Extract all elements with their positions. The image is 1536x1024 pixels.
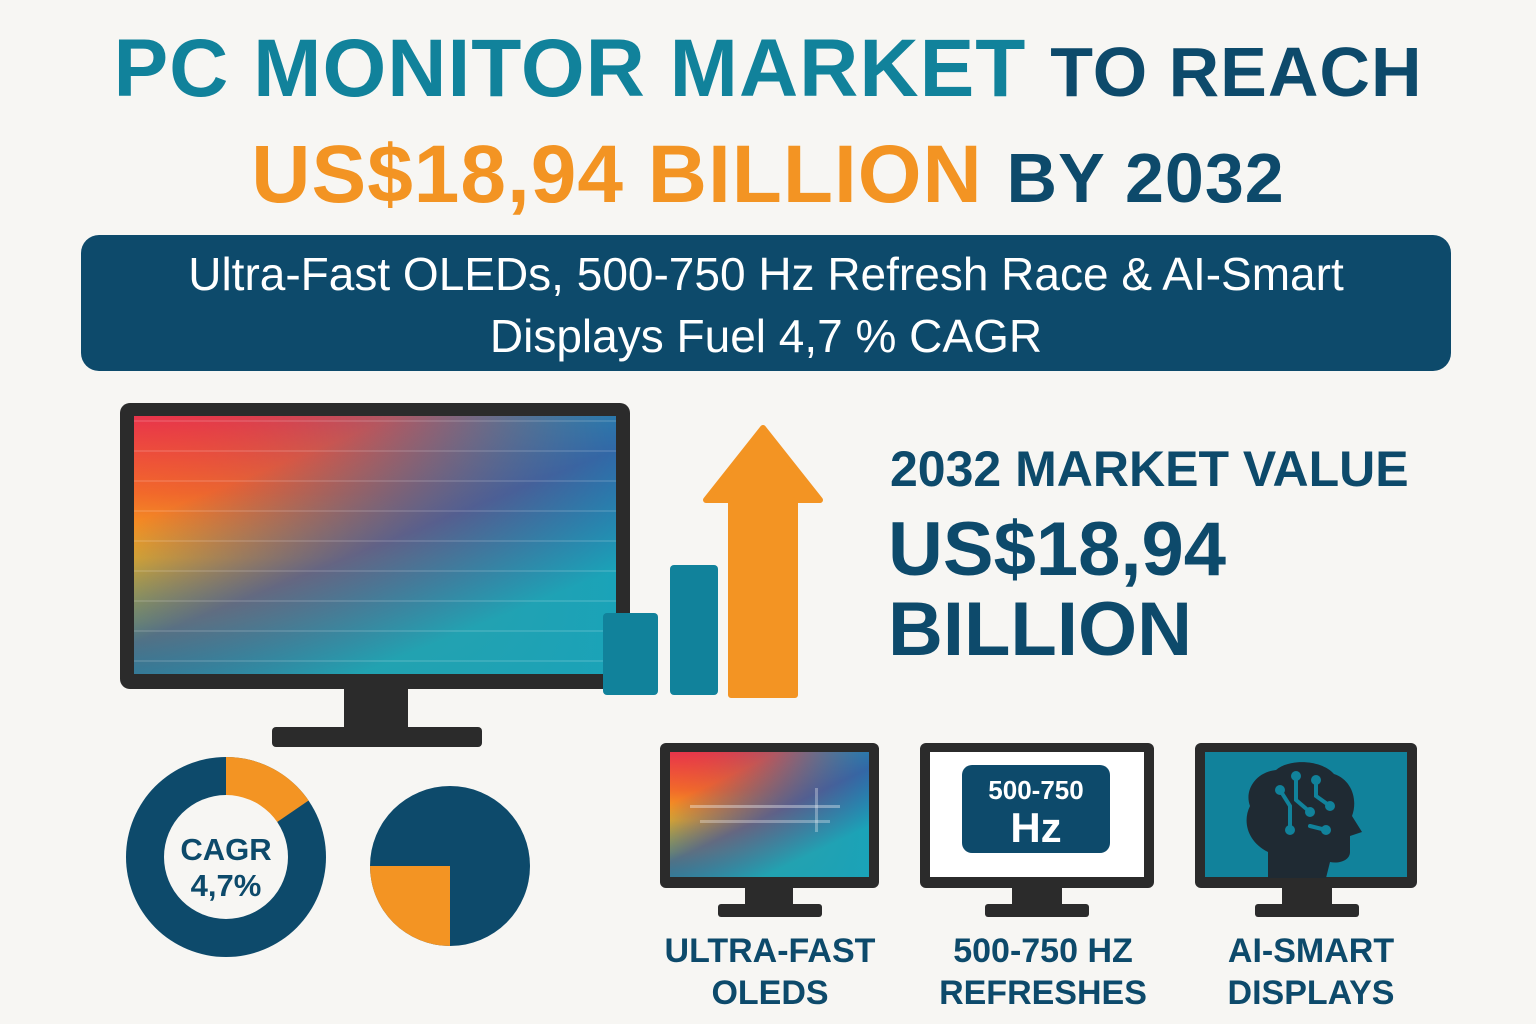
ai-head-monitor-icon (1195, 743, 1417, 917)
refresh-rate-range: 500-750 (988, 775, 1084, 805)
feature-caption-line-2: OLEDS (711, 974, 829, 1012)
headline-market-text: PC MONITOR MARKET (113, 23, 1027, 114)
market-value-line-1: US$18,94 (888, 507, 1227, 592)
refresh-rate-badge: 500-750 Hz (962, 765, 1110, 853)
feature-caption-ai: AI-SMART DISPLAYS (1200, 930, 1422, 1014)
banner-line-2: Displays Fuel 4,7 % CAGR (489, 310, 1043, 362)
headline-value-text: US$18,94 BILLION (251, 129, 983, 220)
headline-line-2: US$18,94 BILLION BY 2032 (0, 128, 1536, 222)
cagr-label: CAGR (180, 832, 272, 867)
feature-caption-refresh: 500-750 HZ REFRESHES (930, 930, 1156, 1014)
market-value-amount: US$18,94 BILLION (888, 510, 1348, 670)
large-monitor-icon (120, 403, 630, 747)
refresh-rate-unit: Hz (1010, 804, 1062, 851)
feature-caption-line-1: ULTRA-FAST (664, 932, 876, 970)
banner-line-1: Ultra-Fast OLEDs, 500-750 Hz Refresh Rac… (188, 248, 1344, 300)
cagr-value: 4,7% (190, 868, 262, 903)
feature-caption-oled: ULTRA-FAST OLEDS (660, 930, 880, 1014)
subtitle-banner: Ultra-Fast OLEDs, 500-750 Hz Refresh Rac… (81, 235, 1451, 371)
headline-reach-text: TO REACH (1050, 33, 1423, 111)
market-share-pie-icon (370, 786, 530, 946)
feature-caption-line-1: AI-SMART (1227, 932, 1395, 970)
feature-caption-line-2: DISPLAYS (1227, 974, 1395, 1012)
cagr-text: CAGR 4,7% (168, 832, 284, 904)
feature-caption-line-2: REFRESHES (939, 974, 1147, 1012)
growth-chart-icon (603, 425, 823, 698)
market-value-label: 2032 MARKET VALUE (890, 441, 1409, 497)
feature-caption-line-1: 500-750 HZ (953, 932, 1133, 970)
headline-line-1: PC MONITOR MARKET TO REACH (0, 22, 1536, 116)
headline-year-text: BY 2032 (1006, 139, 1285, 217)
oled-monitor-icon (660, 743, 879, 917)
cagr-donut-chart (126, 756, 326, 957)
market-value-line-2: BILLION (888, 587, 1192, 672)
